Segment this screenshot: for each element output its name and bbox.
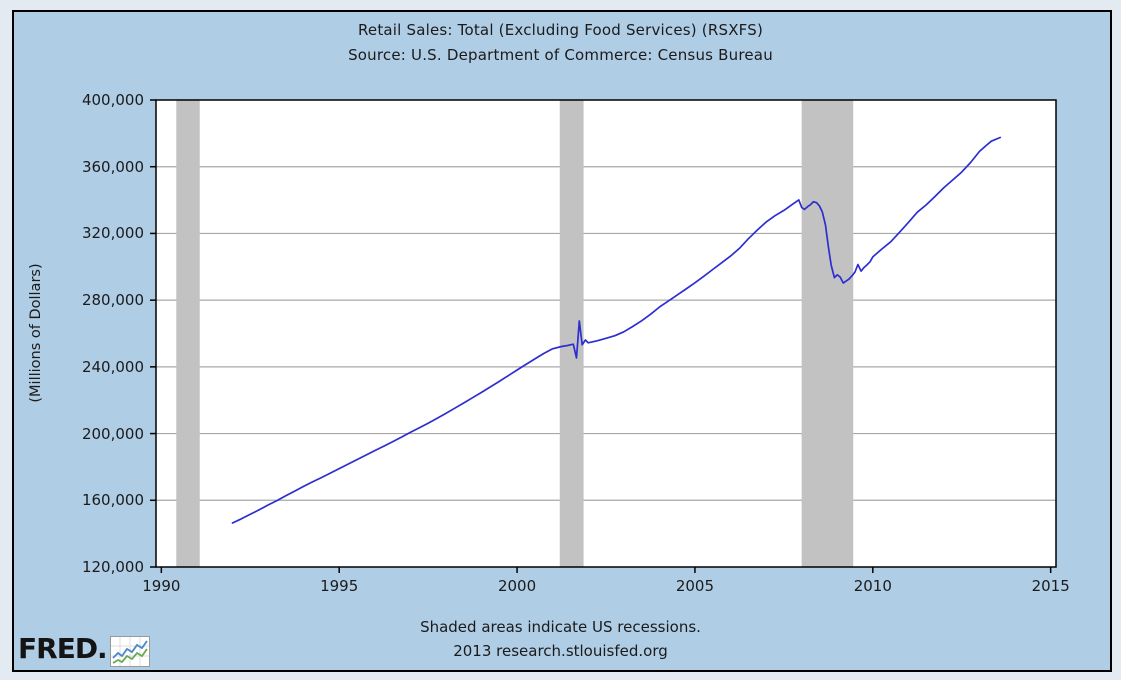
fred-logo-text: FRED.: [18, 632, 108, 665]
data-line: [231, 136, 1002, 524]
recession-band: [176, 100, 200, 567]
chart-subtitle: Source: U.S. Department of Commerce: Cen…: [348, 46, 773, 64]
plot-background: [156, 100, 1056, 567]
fred-sparkline-icon: [109, 635, 150, 667]
fred-logo: FRED.: [18, 631, 150, 667]
chart-title: Retail Sales: Total (Excluding Food Serv…: [357, 21, 764, 39]
plot-frame: [155, 99, 1057, 568]
source-note: 2013 research.stlouisfed.org: [453, 642, 668, 660]
y-axis-title: (Millions of Dollars): [28, 263, 44, 403]
recession-band: [559, 100, 584, 567]
plot-area: [150, 99, 1057, 573]
recession-band: [801, 100, 854, 567]
recession-note: Shaded areas indicate US recessions.: [420, 618, 701, 636]
